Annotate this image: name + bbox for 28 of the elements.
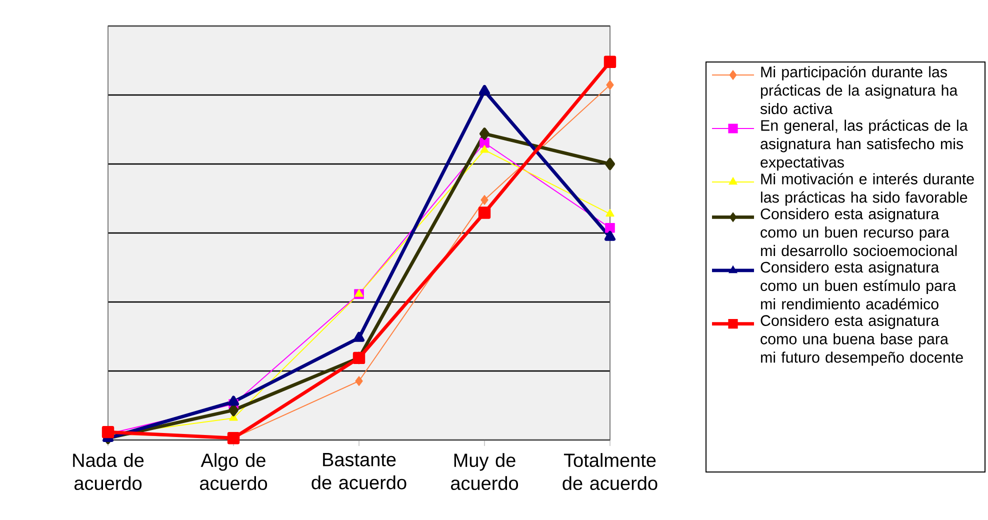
point [606,209,614,217]
point [604,230,616,241]
point [478,206,491,219]
point [353,332,365,342]
point [480,145,489,153]
point [480,195,488,205]
legend-label: En general, las prácticas de la asignatura han satisfecho mis expectativas [760,120,968,171]
point [102,426,114,438]
x-tick-label: Bastante de acuerdo [312,453,406,490]
point [480,128,490,140]
point [228,396,240,406]
legend-label: Mi motivación e interés durante las prácticas ha sido favorable [761,173,974,206]
point [605,158,616,170]
point [478,84,490,95]
legend-label: Mi participación durante las prácticas de la asignatura ha sido activa [760,66,958,114]
point [606,80,614,90]
legend-label: Considero esta asignatura como un buen recurso para mi desarrollo socioemocional [760,208,957,256]
point [355,376,363,386]
point [605,222,615,233]
point [604,56,616,68]
x-tick-label: Muy de acuerdo [450,453,518,490]
point [227,432,240,444]
x-tick-label: Totalmente de acuerdo [562,453,658,490]
x-tick-label: Nada de acuerdo [73,453,144,490]
point [228,404,239,416]
legend-label: Considero esta asignatura como un buen estímulo para mi rendimiento académico [760,261,956,310]
legend-label: Considero esta asignatura como una buena base para mi futuro desempeño docente [760,314,963,366]
x-tick-label: Algo de acuerdo [200,453,268,490]
